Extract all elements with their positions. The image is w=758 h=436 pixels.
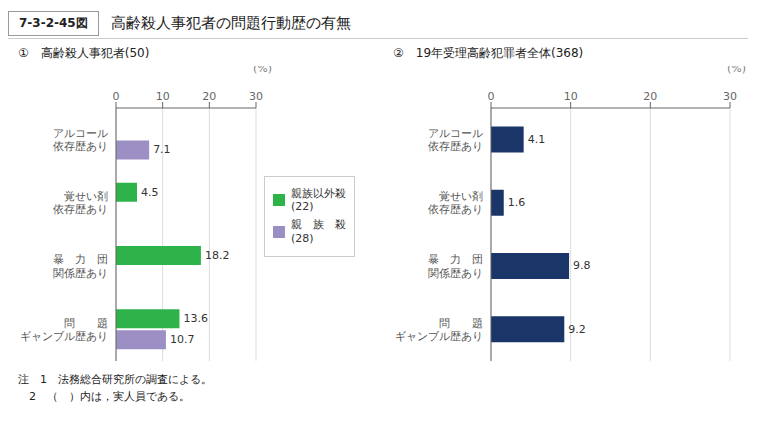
svg-text:暴 力 団関係歴あり: 暴 力 団関係歴あり bbox=[53, 253, 108, 279]
svg-text:(%): (%) bbox=[253, 66, 272, 75]
svg-text:0: 0 bbox=[488, 90, 495, 103]
svg-text:0: 0 bbox=[113, 90, 120, 103]
svg-text:7.1: 7.1 bbox=[153, 143, 171, 156]
svg-text:問 題ギャンブル歴あり: 問 題ギャンブル歴あり bbox=[395, 317, 483, 343]
svg-text:9.8: 9.8 bbox=[573, 259, 591, 272]
html-text:2 （ ）内は，実人員である。: 2 （ ）内は，実人員である。 bbox=[18, 389, 190, 403]
svg-text:アルコール依存歴あり: アルコール依存歴あり bbox=[428, 127, 483, 153]
svg-text:30: 30 bbox=[723, 90, 737, 103]
svg-text:4.1: 4.1 bbox=[528, 133, 546, 146]
html-text:7-3-2-45図: 7-3-2-45図 bbox=[19, 15, 88, 30]
html-text:親族以外殺 (22): 親族以外殺 (22) bbox=[291, 186, 346, 214]
svg-text:20: 20 bbox=[202, 90, 216, 103]
svg-text:1.6: 1.6 bbox=[508, 196, 526, 209]
html-text:高齢殺人事犯者の問題行動歴の有無: 高齢殺人事犯者の問題行動歴の有無 bbox=[110, 13, 351, 32]
svg-text:10: 10 bbox=[564, 90, 578, 103]
html-text:① 高齢殺人事犯者(50): ① 高齢殺人事犯者(50) bbox=[18, 46, 150, 60]
svg-text:覚せい剤依存歴あり: 覚せい剤依存歴あり bbox=[53, 190, 108, 216]
svg-text:暴 力 団関係歴あり: 暴 力 団関係歴あり bbox=[428, 253, 483, 279]
html-text:親 族 殺 (28): 親 族 殺 (28) bbox=[291, 218, 346, 245]
svg-text:20: 20 bbox=[643, 90, 657, 103]
svg-text:(%): (%) bbox=[727, 66, 746, 75]
svg-text:13.6: 13.6 bbox=[183, 312, 208, 325]
svg-text:アルコール依存歴あり: アルコール依存歴あり bbox=[53, 127, 108, 153]
svg-text:18.2: 18.2 bbox=[205, 249, 230, 262]
svg-text:10: 10 bbox=[156, 90, 170, 103]
svg-text:覚せい剤依存歴あり: 覚せい剤依存歴あり bbox=[428, 190, 483, 216]
svg-text:10.7: 10.7 bbox=[170, 333, 195, 346]
html-text:② 19年受理高齢犯罪者全体(368): ② 19年受理高齢犯罪者全体(368) bbox=[393, 46, 584, 60]
svg-text:問 題ギャンブル歴あり: 問 題ギャンブル歴あり bbox=[20, 317, 108, 343]
html-text:注 1 法務総合研究所の調査による。: 注 1 法務総合研究所の調査による。 bbox=[18, 373, 212, 386]
svg-text:9.2: 9.2 bbox=[568, 323, 586, 336]
svg-text:30: 30 bbox=[249, 90, 263, 103]
svg-text:4.5: 4.5 bbox=[141, 186, 159, 199]
